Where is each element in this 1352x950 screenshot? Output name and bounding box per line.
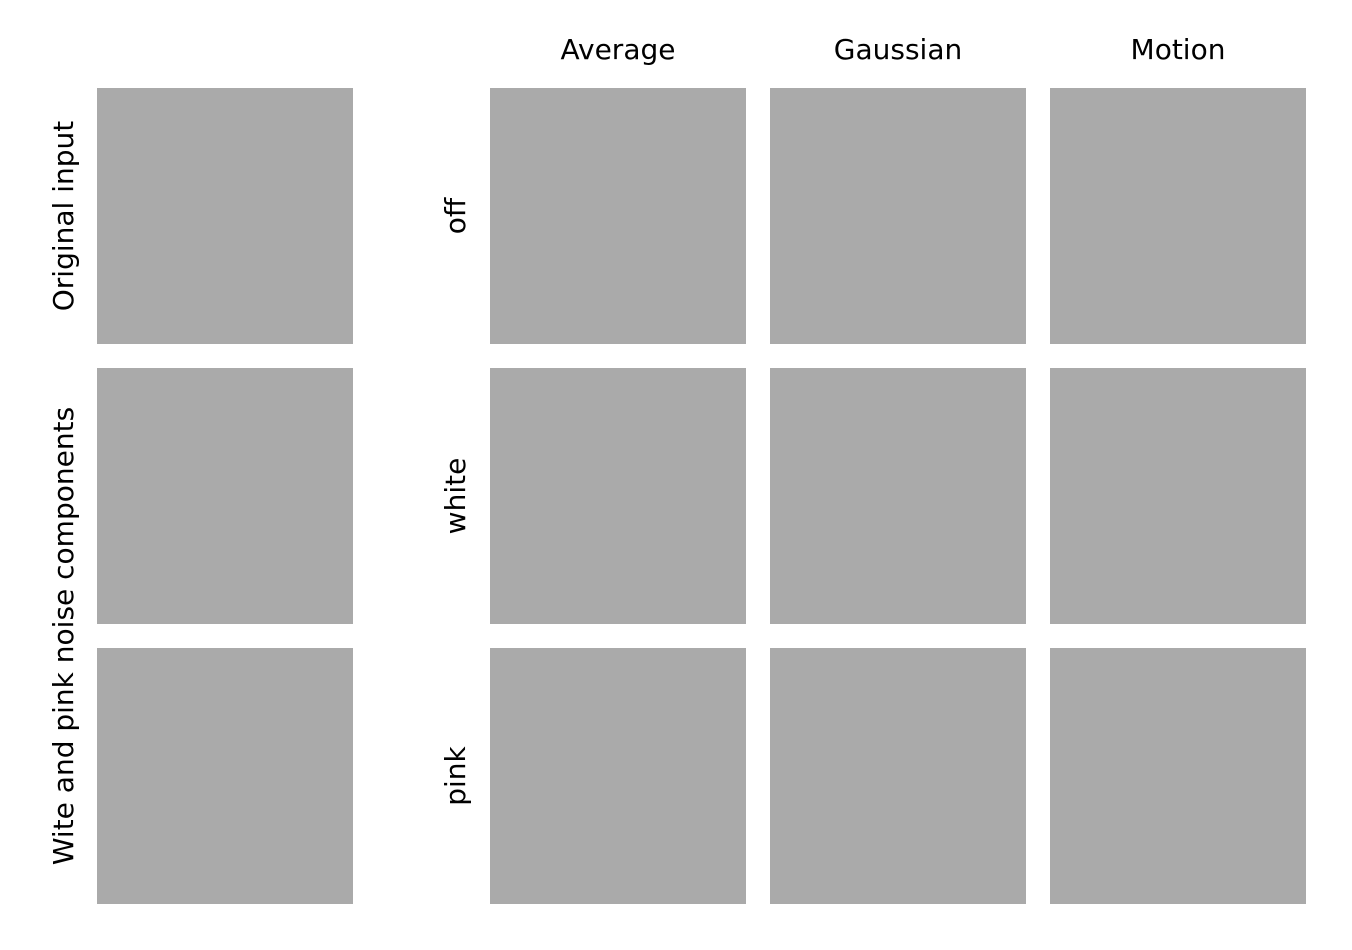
panel-pink-noise-component <box>97 648 353 904</box>
panel-white-noise-component <box>97 368 353 624</box>
panel-off-gaussian <box>770 88 1026 344</box>
panel-white-gaussian <box>770 368 1026 624</box>
col-header-motion: Motion <box>1130 33 1226 66</box>
row-label-off: off <box>439 197 472 235</box>
row-label-pink: pink <box>439 746 472 806</box>
panel-pink-motion <box>1050 648 1306 904</box>
row-label-white: white <box>439 457 472 535</box>
panel-pink-average <box>490 648 746 904</box>
panel-off-average <box>490 88 746 344</box>
panel-white-motion <box>1050 368 1306 624</box>
label-original-input: Original input <box>47 120 80 312</box>
panel-off-motion <box>1050 88 1306 344</box>
panel-white-average <box>490 368 746 624</box>
panel-pink-gaussian <box>770 648 1026 904</box>
label-noise-components: Wite and pink noise components <box>47 406 80 866</box>
col-header-gaussian: Gaussian <box>833 33 963 66</box>
col-header-average: Average <box>560 33 676 66</box>
panel-original-input <box>97 88 353 344</box>
